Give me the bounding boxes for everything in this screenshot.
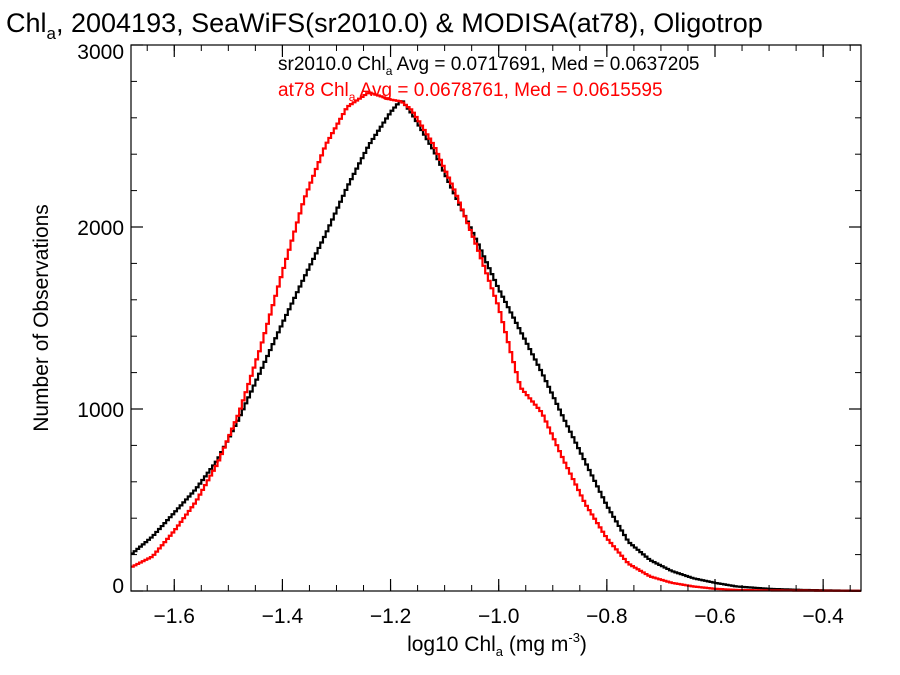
x-axis-label-superscript: -3: [568, 630, 580, 645]
legend-entry-sr2010: sr2010.0 Chla Avg = 0.0717691, Med = 0.0…: [278, 54, 700, 78]
x-tick-label: −0.4: [802, 605, 844, 628]
x-axis-ticks: −1.6 −1.4 −1.2 −1.0 −0.8 −0.6 −0.4: [146, 45, 851, 628]
y-tick-label: 2000: [77, 217, 124, 240]
chart-title-rest: , 2004193, SeaWiFS(sr2010.0) & MODISA(at…: [56, 8, 763, 38]
y-tick-label: 1000: [77, 399, 124, 422]
x-tick-label: −0.8: [586, 605, 627, 628]
y-tick-label: 3000: [77, 41, 124, 64]
chart-title-main: Chl: [6, 8, 47, 38]
legend-sr2010-pre: sr2010.0 Chl: [278, 54, 386, 75]
legend-at78-post: Avg = 0.0678761, Med = 0.0615595: [355, 80, 662, 101]
plot-frame: [130, 44, 862, 592]
x-axis-label-unit: (mg m: [503, 633, 568, 656]
y-axis-ticks: 0 1000 2000 3000: [77, 41, 861, 598]
x-tick-label: −1.6: [154, 605, 195, 628]
y-axis-label: Number of Observations: [30, 204, 53, 432]
chart-title-subscript: a: [47, 24, 57, 43]
series-line-at78: [131, 91, 861, 592]
x-axis-label: log10 Chla (mg m-3): [407, 630, 587, 659]
x-tick-label: −1.0: [478, 605, 519, 628]
x-axis-label-subscript: a: [496, 644, 504, 659]
x-axis-label-main: log10 Chl: [407, 633, 496, 656]
x-tick-label: −1.2: [370, 605, 411, 628]
x-tick-label: −0.6: [694, 605, 735, 628]
chart-title: Chla, 2004193, SeaWiFS(sr2010.0) & MODIS…: [6, 8, 763, 43]
x-tick-label: −1.4: [262, 605, 304, 628]
x-axis-label-close: ): [580, 633, 587, 656]
series-line-sr2010-0: [131, 100, 861, 592]
y-tick-label: 0: [112, 575, 124, 598]
legend-sr2010-post: Avg = 0.0717691, Med = 0.0637205: [392, 54, 699, 75]
legend-sr2010-subscript: a: [386, 64, 393, 78]
legend-at78-subscript: a: [349, 90, 356, 104]
legend-entry-at78: at78 Chla Avg = 0.0678761, Med = 0.06155…: [278, 80, 663, 104]
series-layer: [131, 91, 861, 592]
legend-at78-pre: at78 Chl: [278, 80, 349, 101]
